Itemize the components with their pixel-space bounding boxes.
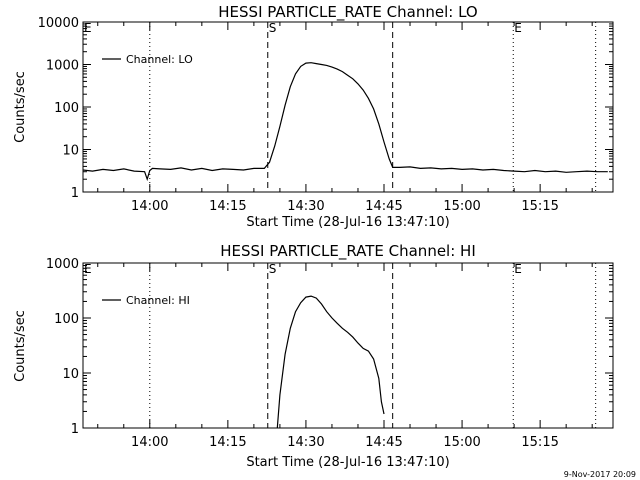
series-line (82, 62, 608, 182)
y-tick-label: 1 (71, 186, 79, 201)
hi-channel-panel: HESSI PARTICLE_RATE Channel: HI 1 10 100 100… (13, 242, 614, 470)
y-tick-label: 100 (54, 312, 79, 327)
x-tick-label: 15:15 (521, 199, 558, 214)
marker-label: E (514, 21, 522, 35)
plot-frame (82, 21, 614, 193)
x-tick-label: 14:30 (287, 435, 324, 450)
marker-label: E (84, 262, 92, 276)
y-tick-label: 1000 (46, 257, 79, 272)
y-tick-label: 10000 (38, 16, 79, 31)
timestamp-footer: 9-Nov-2017 20:09 (563, 470, 636, 479)
plot-frame (82, 262, 614, 429)
y-tick-label: 100 (54, 101, 79, 116)
x-tick-label: 14:00 (131, 435, 168, 450)
x-tick-label: 14:30 (287, 199, 324, 214)
chart-title: HESSI PARTICLE_RATE Channel: LO (218, 3, 477, 22)
y-axis-label: Counts/sec (13, 71, 28, 143)
x-tick-label: 15:00 (443, 199, 480, 214)
y-tick-label: 1000 (46, 59, 79, 74)
x-tick-label: 14:45 (365, 435, 402, 450)
legend-label: Channel: LO (126, 53, 193, 66)
x-tick-label: 14:00 (131, 199, 168, 214)
y-tick-label: 1 (71, 422, 79, 437)
chart-title: HESSI PARTICLE_RATE Channel: HI (220, 242, 476, 261)
lo-channel-panel: HESSI PARTICLE_RATE Channel: LO 1 10 100 100… (13, 3, 614, 230)
y-tick-label: 10 (62, 144, 79, 159)
x-axis-label: Start Time (28-Jul-16 13:47:10) (246, 455, 449, 470)
legend-label: Channel: HI (126, 294, 190, 307)
marker-label: S (269, 21, 277, 35)
series-line (276, 295, 385, 429)
x-tick-label: 15:00 (443, 435, 480, 450)
y-axis-label: Counts/sec (13, 310, 28, 382)
x-tick-label: 14:15 (209, 435, 246, 450)
x-axis-label: Start Time (28-Jul-16 13:47:10) (246, 215, 449, 230)
x-tick-label: 15:15 (521, 435, 558, 450)
x-tick-label: 14:45 (365, 199, 402, 214)
y-tick-label: 10 (62, 367, 79, 382)
marker-label: E (84, 21, 92, 35)
x-tick-label: 14:15 (209, 199, 246, 214)
marker-label: E (514, 262, 522, 276)
marker-label: S (269, 262, 277, 276)
